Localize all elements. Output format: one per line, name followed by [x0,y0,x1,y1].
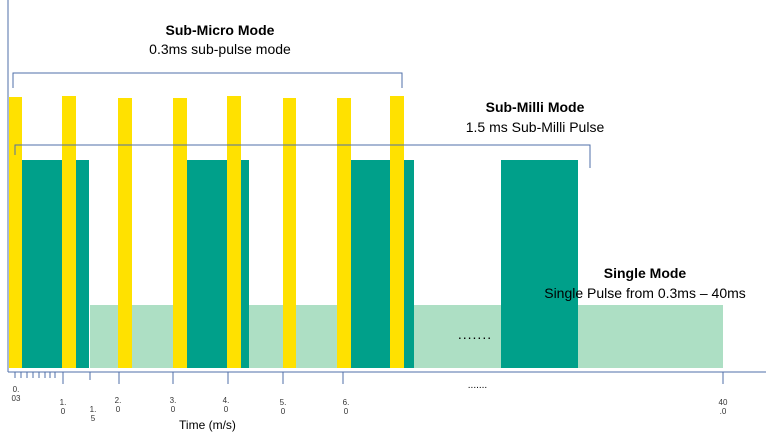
single-subtitle: Single Pulse from 0.3ms – 40ms [544,285,746,301]
sub-milli-pulse [22,160,89,368]
tick-label-6-0: 6. 0 [342,398,350,416]
tick-label-2-0: 2. 0 [114,396,122,414]
minor-ticks [14,372,56,378]
sub-micro-pulse [227,96,241,368]
sub-micro-pulse [337,98,351,368]
sub-micro-pulse [283,98,296,368]
sub-micro-pulse [118,98,132,368]
sub-micro-title: Sub-Micro Mode [165,22,275,38]
tick-label-1-5: 1. 5 [89,405,97,423]
axis-continuation-dots: ....... [467,380,488,391]
major-ticks [62,372,724,384]
sub-milli-bracket [14,144,591,168]
sub-micro-subtitle: 0.3ms sub-pulse mode [149,41,291,57]
sub-milli-pulse [351,160,414,368]
sub-micro-pulse [390,96,404,368]
tick-label-1-0: 1. 0 [59,398,67,416]
tick-label-4-0: 4. 0 [222,396,230,414]
continuation-dots: ....... [457,326,493,342]
sub-micro-bracket [12,72,403,88]
tick-label-0-03: 0. 03 [11,385,21,403]
tick-label-3-0: 3. 0 [169,396,177,414]
sub-micro-pulse [173,98,187,368]
sub-milli-title: Sub-Milli Mode [485,99,585,115]
sub-micro-pulse [9,97,22,368]
single-title: Single Mode [603,265,687,281]
x-axis-title: Time (m/s) [179,418,236,432]
tick-label-40-0: 40.0 [718,398,728,416]
tick-label-5-0: 5. 0 [279,398,287,416]
sub-milli-pulse [501,160,578,368]
sub-micro-pulse [62,96,76,368]
sub-milli-subtitle: 1.5 ms Sub-Milli Pulse [465,119,605,135]
